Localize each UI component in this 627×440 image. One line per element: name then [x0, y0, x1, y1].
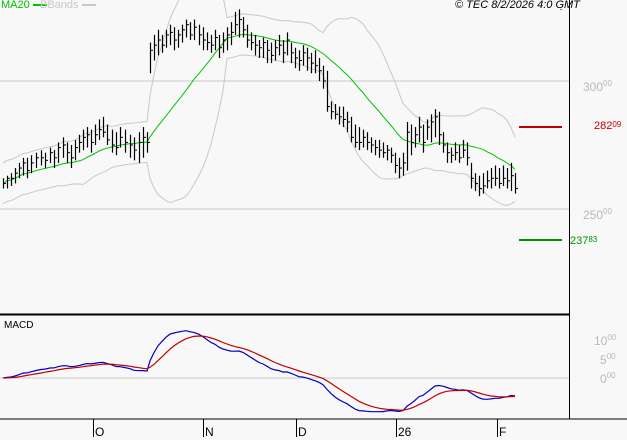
ohlc-bars	[2, 9, 518, 197]
resistance-label: 28209	[594, 120, 622, 132]
copyright-timestamp: © TEC 8/2/2026 4:0 GMT	[455, 0, 580, 11]
support-label: 23783	[570, 235, 598, 247]
macd-title: MACD	[4, 320, 34, 331]
legend-ma20-swatch	[32, 4, 47, 7]
ma20-line	[2, 33, 516, 184]
price-tick-250: 25000	[583, 207, 612, 222]
macd-tick-0: 000	[600, 371, 616, 386]
x-label-feb: F	[499, 425, 507, 439]
macd-tick-5: 500	[600, 352, 616, 367]
macd-tick-10: 1000	[594, 333, 617, 348]
price-levels	[519, 126, 562, 241]
legend-bbands: BBands	[40, 0, 96, 11]
price-grid	[0, 80, 569, 210]
macd-panel	[0, 330, 569, 413]
chart-frame	[0, 0, 627, 420]
x-axis	[93, 419, 498, 437]
x-label-dec: D	[298, 425, 307, 439]
legend-bbands-swatch	[81, 4, 96, 7]
x-label-oct: O	[95, 425, 105, 439]
x-label-2026: 26	[398, 425, 412, 439]
legend-ma20: MA20	[1, 0, 47, 11]
x-label-nov: N	[205, 425, 214, 439]
price-tick-300: 30000	[583, 79, 612, 94]
bollinger-bands	[2, 0, 516, 207]
